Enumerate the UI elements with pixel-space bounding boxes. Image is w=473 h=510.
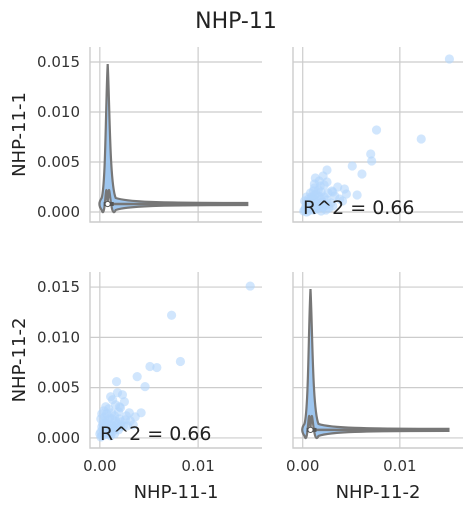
r2-annotation: R^2 = 0.66 (303, 197, 415, 219)
x-axis-label: NHP-11-2 (336, 482, 421, 503)
y-tick-label: 0.010 (37, 103, 80, 121)
r2-annotation: R^2 = 0.66 (100, 423, 212, 445)
chart-title: NHP-11 (195, 9, 277, 34)
y-tick-label: 0.010 (37, 328, 80, 346)
panel-1-1: 0.000 0.005 0.010 0.015 NHP-11-1 (9, 47, 262, 222)
scatter-point (112, 377, 121, 386)
scatter-point (348, 161, 357, 170)
panel-2-2: 0.00 0.01 NHP-11-2 (286, 272, 463, 503)
x-tick-label: 0.00 (286, 457, 319, 475)
scatter-point (176, 357, 185, 366)
scatter-point (357, 169, 366, 178)
scatter-point (167, 311, 176, 320)
y-tick-label: 0.005 (37, 379, 80, 397)
scatter-point (106, 392, 115, 401)
panel-2-1: R^2 = 0.66 0.000 0.005 0.010 0.015 NHP-11-2 0.… (9, 272, 262, 503)
scatter-point (367, 156, 376, 165)
violin-shape (99, 64, 247, 212)
scatter-point (101, 402, 110, 411)
scatter-point (372, 125, 381, 134)
scatter-point (417, 134, 426, 143)
y-axis-label: NHP-11-1 (9, 92, 30, 177)
y-tick-label: 0.015 (37, 53, 80, 71)
y-tick-label: 0.005 (37, 153, 80, 171)
scatter-point (131, 412, 140, 421)
x-tick-label: 0.00 (83, 457, 116, 475)
y-axis-label: NHP-11-2 (9, 318, 30, 403)
panel-1-2: R^2 = 0.66 (293, 47, 463, 222)
scatter-point (140, 382, 149, 391)
x-tick-label: 0.01 (181, 457, 214, 475)
scatter-point (319, 171, 328, 180)
scatter-point (246, 281, 255, 290)
violin-median (105, 201, 110, 206)
y-tick-label: 0.000 (37, 429, 80, 447)
x-tick-label: 0.01 (383, 457, 416, 475)
scatter-point (133, 372, 142, 381)
violin-shape (302, 289, 448, 438)
y-tick-label: 0.000 (37, 203, 80, 221)
scatter-point (145, 362, 154, 371)
scatter-point (311, 173, 320, 182)
y-tick-label: 0.015 (37, 278, 80, 296)
x-axis-label: NHP-11-1 (134, 482, 219, 503)
violin-median (308, 427, 313, 432)
scatter-point (445, 54, 454, 63)
